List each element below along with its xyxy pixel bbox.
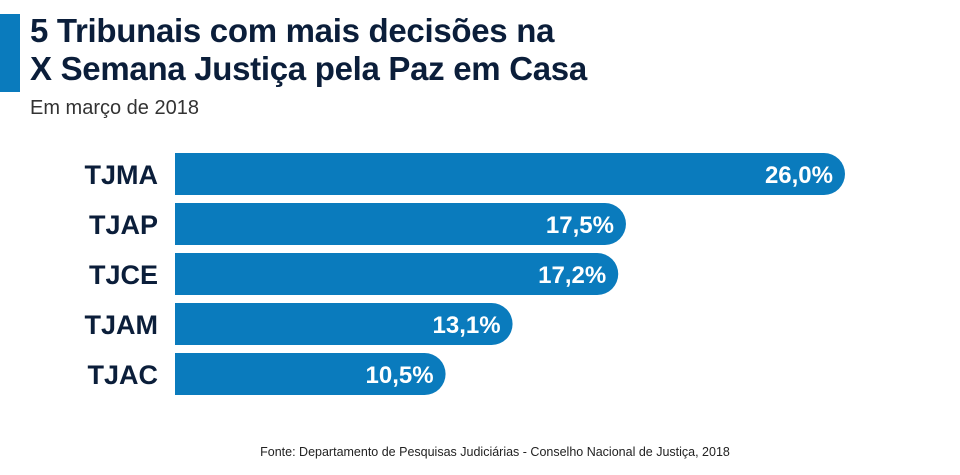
title-accent-bar	[0, 14, 20, 92]
bar-tjam	[175, 303, 513, 345]
bar-chart: TJMA 26,0% TJAP 17,5% TJCE 17,2% TJAM 13,1% TJAC…	[85, 153, 845, 395]
bar-tjac	[175, 353, 446, 395]
chart-subtitle: Em março de 2018	[30, 97, 199, 119]
category-label-tjam: TJAM	[85, 310, 159, 340]
value-label-tjma: 26,0%	[765, 162, 833, 189]
value-label-tjam: 13,1%	[433, 312, 501, 339]
chart-title: 5 Tribunais com mais decisões na X Seman…	[30, 12, 587, 88]
value-label-tjap: 17,5%	[546, 212, 614, 239]
title-line-1: 5 Tribunais com mais decisões na	[30, 12, 555, 49]
category-label-tjac: TJAC	[87, 360, 158, 390]
category-label-tjap: TJAP	[89, 210, 158, 240]
bar-tjce	[175, 253, 619, 295]
bar-tjma	[175, 153, 845, 195]
value-label-tjac: 10,5%	[366, 362, 434, 389]
source-note: Fonte: Departamento de Pesquisas Judiciá…	[260, 445, 730, 459]
bar-tjap	[175, 203, 626, 245]
category-label-tjce: TJCE	[89, 260, 158, 290]
value-label-tjce: 17,2%	[538, 262, 606, 289]
category-label-tjma: TJMA	[85, 160, 159, 190]
title-line-2: X Semana Justiça pela Paz em Casa	[30, 50, 587, 87]
